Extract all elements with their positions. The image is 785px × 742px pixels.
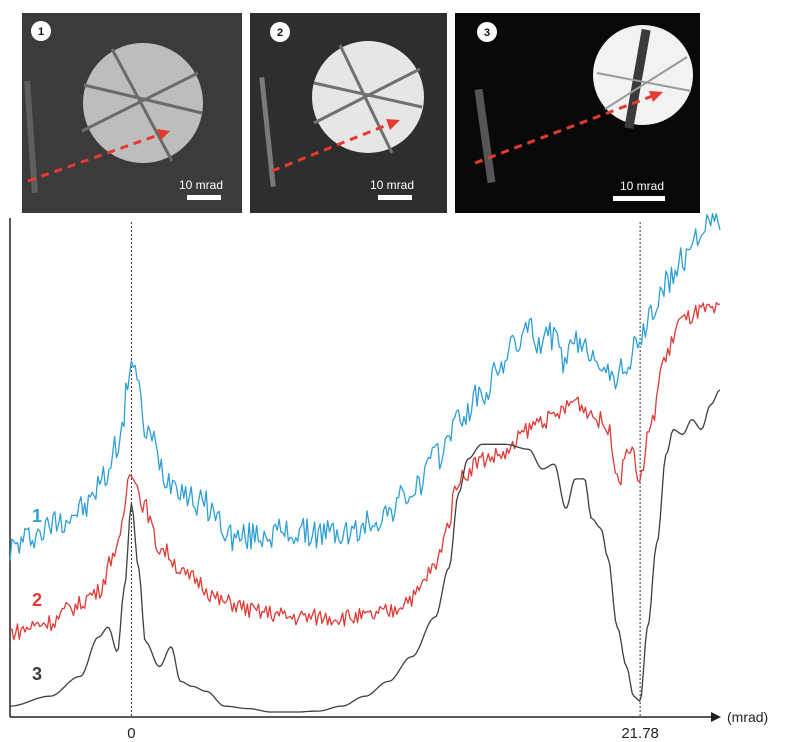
panel-3-image: 3 10 mrad — [455, 13, 700, 213]
series-3-line — [10, 389, 721, 713]
panel-1-kikuchi-lines — [81, 48, 203, 162]
panel-3-scale-label: 10 mrad — [620, 179, 664, 193]
panel-3-arrowhead — [649, 91, 663, 102]
x-tick-label-0: 0 — [127, 725, 135, 742]
panel-1-badge — [31, 21, 51, 41]
series-2-line — [9, 301, 721, 641]
x-tick-label-1: 21.78 — [621, 725, 659, 742]
panel-2-scale-bar — [378, 195, 412, 200]
diffraction-panel-2: 2 10 mrad — [250, 13, 447, 213]
panel-2-scan-arrow — [271, 121, 393, 173]
panel-3-edge-strip — [474, 88, 496, 184]
panel-1-badge-number: 1 — [38, 26, 44, 38]
panel-3-shadow-bar — [624, 28, 651, 129]
diffraction-panel-3: 3 10 mrad — [455, 13, 700, 213]
panel-2-image: 2 10 mrad — [250, 13, 447, 213]
panel-3-scale-bar — [613, 196, 665, 201]
panel-1-arrowhead — [157, 129, 170, 140]
panel-1-edge-strip — [24, 80, 38, 194]
panel-2-kikuchi-lines — [313, 44, 423, 154]
series-2-label: 2 — [32, 590, 42, 610]
panel-2-scale-label: 10 mrad — [370, 178, 414, 192]
panel-1-diffraction-disc — [83, 43, 203, 163]
x-axis-label: (mrad) — [727, 709, 768, 725]
panel-2-badge — [270, 22, 290, 42]
panel-2-badge-number: 2 — [277, 27, 283, 39]
panel-2-edge-strip — [259, 76, 276, 187]
panel-2-arrowhead — [386, 119, 400, 130]
panel-1-image: 1 10 mrad — [22, 13, 242, 213]
x-axis-arrowhead — [711, 712, 721, 722]
panel-1-scale-bar — [187, 195, 221, 200]
series-1-line — [9, 212, 721, 561]
panel-1-scan-arrow — [27, 131, 165, 183]
diffraction-panel-1: 1 10 mrad — [22, 13, 242, 213]
panel-3-badge-number: 3 — [484, 27, 490, 39]
series-1-label: 1 — [32, 506, 42, 526]
series-3-label: 3 — [32, 664, 42, 684]
panel-3-badge — [477, 22, 497, 42]
panel-3-kikuchi-lines — [596, 56, 692, 110]
panel-3-scan-arrow — [474, 93, 656, 165]
panel-1-scale-label: 10 mrad — [179, 178, 223, 192]
